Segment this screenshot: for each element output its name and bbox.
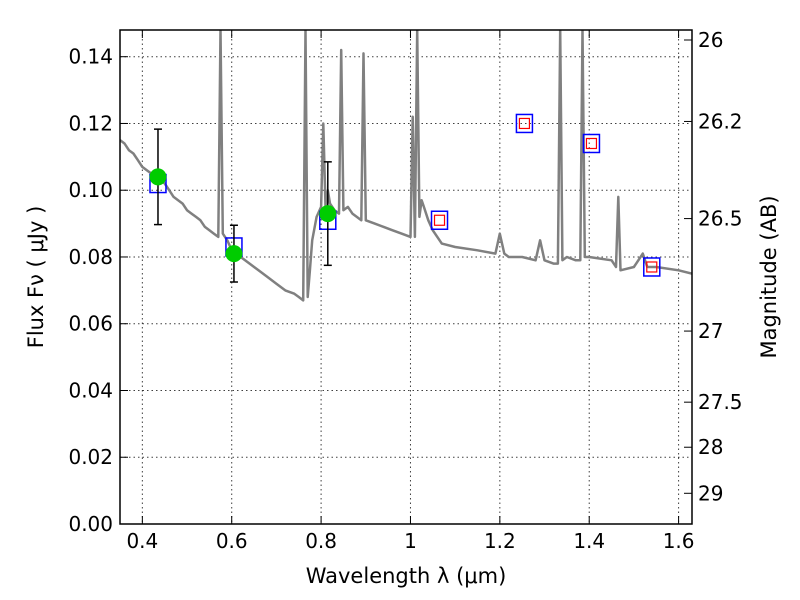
model-sed-line — [120, 30, 692, 302]
observed-flux-point — [225, 245, 243, 263]
predicted-flux-square — [433, 214, 446, 226]
right-tick-label: 27 — [698, 319, 723, 343]
y-tick-label: 0.14 — [68, 45, 113, 69]
model-band-square — [430, 210, 449, 231]
right-tick-label: 28 — [698, 435, 723, 459]
model-band-square — [515, 113, 534, 134]
plot-frame — [119, 29, 693, 525]
x-tick-label: 0.6 — [216, 529, 248, 553]
observed-flux-point — [149, 168, 167, 186]
plot-area — [120, 30, 692, 302]
grid-lines — [120, 30, 692, 524]
x-tick-label: 1 — [404, 529, 417, 553]
x-tick-label: 1.2 — [484, 529, 516, 553]
x-axis-label: Wavelength λ (μm) — [306, 564, 507, 588]
y-tick-label: 0.04 — [68, 378, 113, 402]
predicted-flux-square — [585, 137, 598, 150]
y-tick-label: 0.12 — [68, 111, 113, 135]
model-band-square — [643, 257, 661, 277]
y-axis-label: Flux Fν ( μJy ) — [24, 206, 48, 349]
x-tick-label: 1.6 — [663, 529, 695, 553]
predicted-flux-square — [518, 117, 531, 130]
y-tick-label: 0.00 — [68, 512, 113, 536]
y-tick-label: 0.10 — [68, 178, 113, 202]
right-tick-label: 27.5 — [698, 390, 743, 414]
right-tick-label: 29 — [698, 481, 723, 505]
y-tick-label: 0.02 — [68, 445, 113, 469]
right-tick-label: 26.5 — [698, 207, 743, 231]
x-tick-label: 0.8 — [305, 529, 337, 553]
x-tick-label: 1.4 — [573, 529, 605, 553]
tick-labels: 0.4 0.6 0.8 1 1.2 1.4 1.6 0.00 0.02 0.04 0.06 0.08 0… — [68, 28, 742, 553]
predicted-flux-square — [646, 261, 658, 273]
right-tick-label: 26.2 — [698, 109, 743, 133]
axis-ticks — [120, 30, 692, 525]
y-tick-label: 0.08 — [68, 245, 113, 269]
x-tick-label: 0.4 — [126, 529, 158, 553]
right-tick-label: 26 — [698, 28, 723, 52]
right-axis-label: Magnitude (AB) — [757, 195, 781, 358]
y-tick-label: 0.06 — [68, 312, 113, 336]
model-band-square — [582, 133, 601, 154]
observed-flux-point — [319, 205, 337, 223]
